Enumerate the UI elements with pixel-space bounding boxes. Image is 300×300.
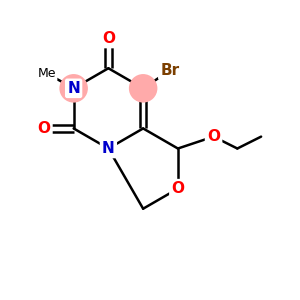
Text: Me: Me bbox=[38, 67, 56, 80]
Text: N: N bbox=[102, 141, 115, 156]
Text: O: O bbox=[38, 121, 50, 136]
Text: Br: Br bbox=[160, 63, 179, 78]
Text: N: N bbox=[67, 81, 80, 96]
Circle shape bbox=[59, 74, 88, 103]
Text: O: O bbox=[207, 129, 220, 144]
Text: O: O bbox=[171, 181, 184, 196]
Text: O: O bbox=[102, 31, 115, 46]
Circle shape bbox=[129, 74, 158, 103]
